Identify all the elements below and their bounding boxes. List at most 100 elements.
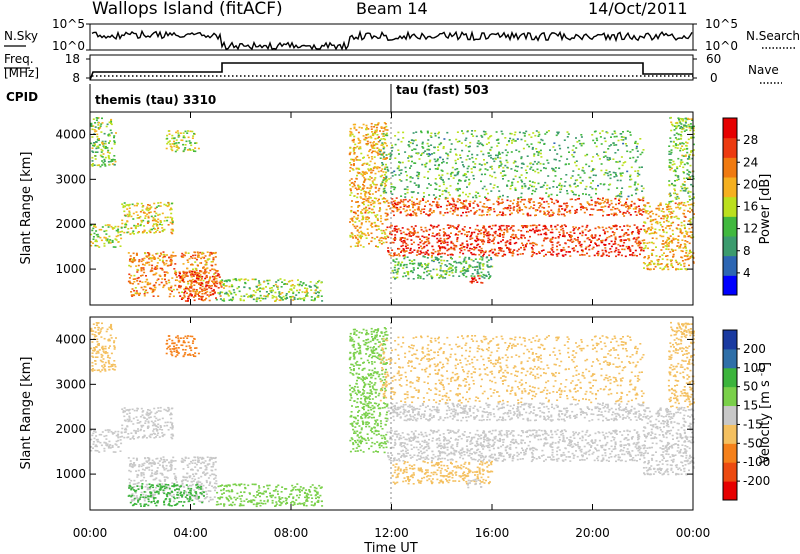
echo-cell <box>608 145 611 147</box>
echo-cell <box>149 207 152 209</box>
echo-cell <box>566 232 569 234</box>
echo-cell <box>604 155 607 157</box>
echo-cell <box>454 204 457 206</box>
echo-cell <box>134 292 137 294</box>
echo-cell <box>583 211 586 214</box>
echo-cell <box>446 244 449 246</box>
echo-cell <box>545 237 548 240</box>
echo-cell <box>211 284 213 287</box>
echo-cell <box>127 252 130 254</box>
echo-cell <box>375 197 378 200</box>
echo-cell <box>123 202 126 204</box>
echo-cell <box>100 123 103 125</box>
echo-cell <box>364 194 367 196</box>
echo-cell <box>681 250 684 253</box>
echo-cell <box>688 118 691 120</box>
echo-cell <box>111 228 114 230</box>
echo-cell <box>316 291 319 293</box>
echo-cell <box>356 234 359 237</box>
echo-cell <box>111 227 114 229</box>
echo-cell <box>594 242 597 244</box>
echo-cell <box>681 260 684 262</box>
echo-cell <box>619 193 621 195</box>
echo-cell <box>400 140 403 143</box>
echo-cell <box>518 150 521 153</box>
echo-cell <box>415 254 418 256</box>
echo-cell <box>383 151 386 154</box>
echo-cell <box>211 268 214 270</box>
echo-cell <box>630 200 633 203</box>
echo-cell <box>668 243 670 245</box>
echo-cell <box>370 186 373 188</box>
echo-cell <box>158 283 161 286</box>
echo-cell <box>463 204 466 207</box>
echo-cell <box>622 139 625 141</box>
echo-cell <box>586 153 589 156</box>
echo-cell <box>477 249 480 251</box>
echo-cell <box>627 238 630 240</box>
echo-cell <box>627 208 630 210</box>
echo-cell <box>671 242 674 244</box>
echo-cell <box>487 231 490 233</box>
echo-cell <box>197 256 200 258</box>
echo-cell <box>685 129 688 131</box>
echo-cell <box>455 245 458 248</box>
echo-cell <box>171 221 174 223</box>
echo-cell <box>190 282 193 284</box>
echo-cell <box>557 236 560 239</box>
echo-cell <box>613 233 616 236</box>
echo-cell <box>637 205 640 208</box>
echo-cell <box>314 285 317 288</box>
echo-cell <box>397 262 400 265</box>
echo-cell <box>360 197 363 199</box>
echo-cell <box>670 151 673 154</box>
echo-cell <box>137 276 140 279</box>
echo-cell <box>355 167 358 170</box>
echo-cell <box>183 296 186 298</box>
echo-cell <box>468 258 471 260</box>
echo-cell <box>637 183 640 186</box>
echo-cell <box>358 204 361 207</box>
echo-cell <box>427 253 430 255</box>
echo-cell <box>502 239 504 241</box>
echo-cell <box>303 297 306 299</box>
echo-cell <box>199 262 202 264</box>
echo-cell <box>560 178 563 180</box>
echo-cell <box>460 214 463 217</box>
echo-cell <box>554 158 557 161</box>
echo-cell <box>607 174 610 177</box>
echo-cell <box>662 235 665 238</box>
echo-cell <box>490 240 493 242</box>
echo-cell <box>137 264 140 267</box>
echo-cell <box>108 142 110 144</box>
echo-cell <box>642 211 645 213</box>
echo-cell <box>409 141 412 144</box>
echo-cell <box>199 276 202 278</box>
echo-cell <box>157 214 160 216</box>
echo-cell <box>668 159 671 161</box>
echo-cell <box>493 160 496 163</box>
echo-cell <box>197 254 200 257</box>
echo-cell <box>577 174 580 176</box>
echo-cell <box>413 212 416 214</box>
echo-cell <box>373 150 376 153</box>
echo-cell <box>560 249 563 251</box>
echo-cell <box>359 141 362 144</box>
echo-cell <box>352 147 355 150</box>
echo-cell <box>170 263 173 265</box>
echo-cell <box>169 293 172 295</box>
echo-cell <box>463 233 466 236</box>
echo-cell <box>373 162 376 165</box>
echo-cell <box>404 166 407 169</box>
echo-cell <box>168 295 171 298</box>
echo-cell <box>476 265 479 268</box>
echo-cell <box>365 124 368 127</box>
echo-cell <box>516 200 519 203</box>
echo-cell <box>615 173 617 176</box>
echo-cell <box>427 254 430 256</box>
echo-cell <box>361 170 364 173</box>
echo-cell <box>398 208 401 211</box>
echo-cell <box>481 250 484 252</box>
echo-cell <box>196 251 199 253</box>
echo-cell <box>630 205 633 207</box>
